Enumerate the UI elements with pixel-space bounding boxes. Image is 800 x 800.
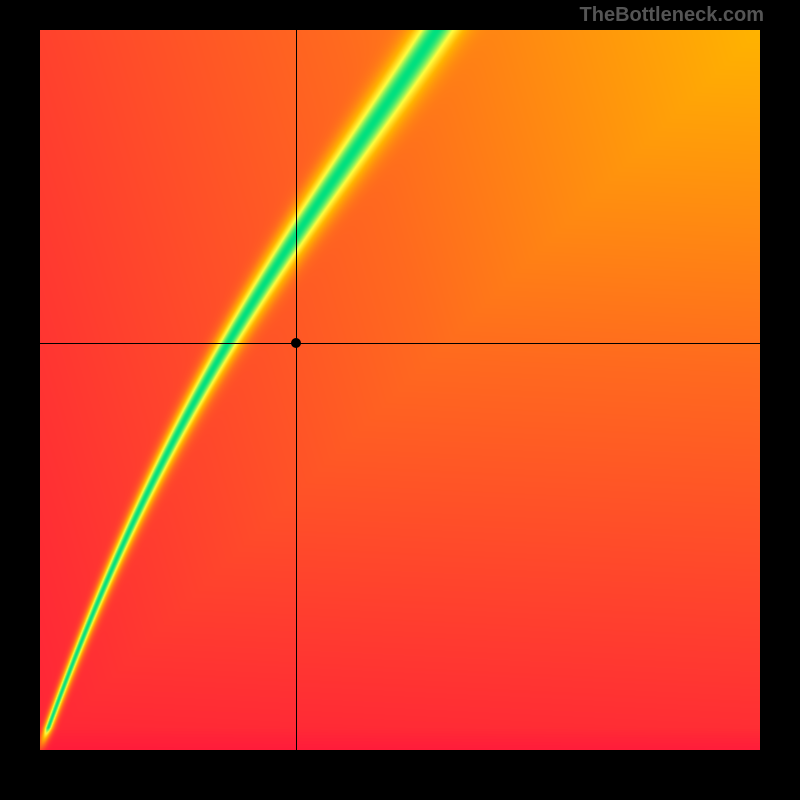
crosshair-vertical <box>296 30 297 750</box>
crosshair-horizontal <box>40 343 760 344</box>
watermark-text: TheBottleneck.com <box>580 4 764 27</box>
heatmap-plot <box>40 30 760 750</box>
crosshair-marker <box>291 338 301 348</box>
heatmap-canvas <box>40 30 760 750</box>
